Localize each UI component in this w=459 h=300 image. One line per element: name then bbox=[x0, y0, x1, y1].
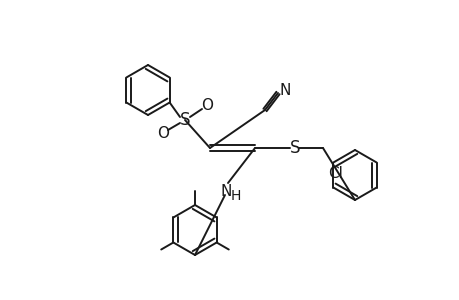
Text: N: N bbox=[279, 82, 290, 98]
Text: H: H bbox=[230, 189, 241, 203]
Text: O: O bbox=[201, 98, 213, 112]
Text: S: S bbox=[179, 111, 190, 129]
Text: N: N bbox=[220, 184, 231, 199]
Text: S: S bbox=[289, 139, 300, 157]
Text: Cl: Cl bbox=[327, 166, 342, 181]
Text: O: O bbox=[157, 125, 168, 140]
